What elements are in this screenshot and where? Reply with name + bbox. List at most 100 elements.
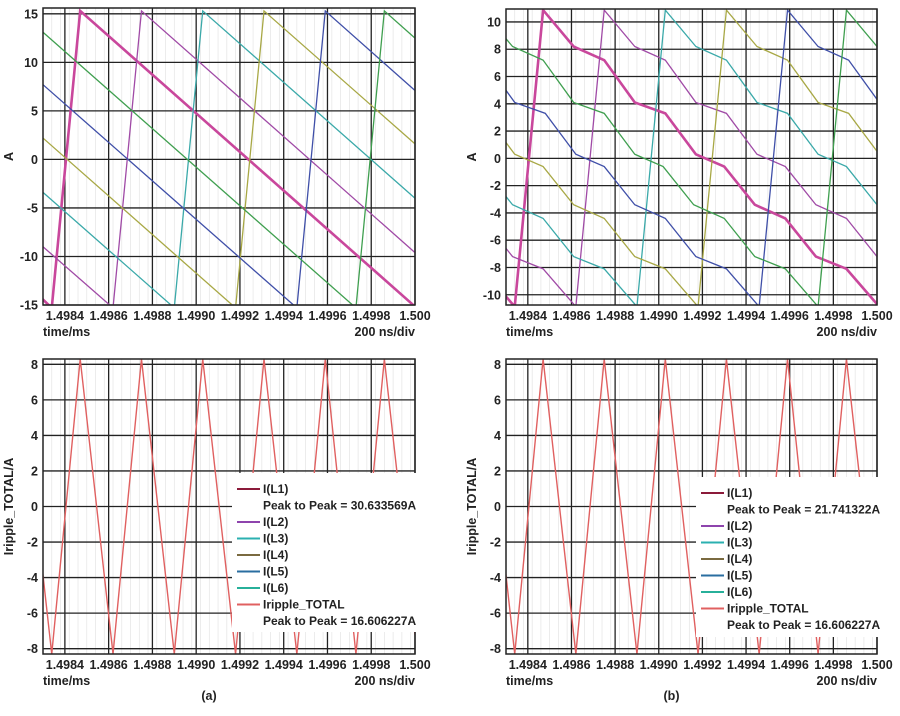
x-tick-label: 1.4992 [683, 658, 721, 672]
legend-label: I(L5) [263, 565, 288, 579]
y-tick-label: 8 [494, 358, 501, 372]
legend-label: I(L1) [263, 482, 288, 496]
y-tick-label: 2 [494, 464, 501, 478]
series-line-2 [506, 9, 877, 305]
y-tick-label: -8 [27, 642, 38, 656]
panel-caption: (b) [664, 689, 680, 703]
y-tick-label: 2 [31, 464, 38, 478]
x-tick-label: 1.4996 [308, 658, 346, 672]
series-line-3 [43, 9, 415, 305]
x-tick-label: 1.4986 [90, 309, 128, 323]
y-axis-label: Iripple_TOTAL/A [465, 458, 479, 555]
x-axis-label: time/ms [43, 674, 90, 688]
legend-label: I(L3) [727, 536, 752, 550]
x-tick-label: 1.4996 [771, 658, 809, 672]
legend-peak-to-peak: Peak to Peak = 16.606227A [263, 614, 416, 628]
y-tick-label: -4 [27, 571, 38, 585]
x-tick-label: 1.4992 [683, 309, 721, 323]
x-tick-label: 1.4998 [352, 309, 390, 323]
legend-label: I(L5) [727, 569, 752, 583]
x-tick-label: 1.4996 [308, 309, 346, 323]
x-tick-label: 1.4996 [771, 309, 809, 323]
x-scale-note: 200 ns/div [355, 325, 415, 339]
x-tick-label: 1.4994 [265, 658, 303, 672]
chart-top-left: 1.4984 1.4986 1.4988 1.4990 1.4992 1.4994 1.49… [2, 7, 431, 339]
x-tick-label: 1.4984 [46, 658, 84, 672]
x-tick-label: 1.4994 [727, 658, 765, 672]
legend-peak-to-peak: Peak to Peak = 16.606227A [727, 618, 880, 632]
x-tick-label: 1.500 [861, 309, 892, 323]
legend: I(L1) Peak to Peak = 30.633569A I(L2) I(L3)… [232, 473, 418, 632]
chart-bottom-right: 1.4984 1.4986 1.4988 1.4990 1.4992 1.4994 1.49… [465, 358, 893, 703]
y-tick-label: 4 [494, 429, 501, 443]
series-line-6 [506, 9, 877, 305]
series-line-3 [506, 9, 877, 305]
x-tick-label: 1.4992 [221, 309, 259, 323]
legend-label: I(L2) [263, 515, 288, 529]
y-tick-label: 5 [31, 104, 38, 118]
y-tick-label: -10 [483, 288, 501, 302]
x-tick-label: 1.4988 [596, 309, 634, 323]
plot-frame [505, 8, 878, 306]
y-tick-label: 6 [494, 70, 501, 84]
x-tick-label: 1.4988 [596, 658, 634, 672]
x-tick-label: 1.500 [399, 658, 430, 672]
x-tick-label: 1.4988 [133, 658, 171, 672]
legend-label: I(L4) [727, 552, 752, 566]
series-line-1 [43, 8, 415, 305]
x-tick-label: 1.4994 [727, 309, 765, 323]
y-tick-label: -10 [20, 250, 38, 264]
legend-label: Iripple_TOTAL [727, 602, 809, 616]
x-tick-label: 1.500 [861, 658, 892, 672]
y-tick-label: -4 [490, 571, 501, 585]
legend-label: I(L6) [727, 585, 752, 599]
legend-label: I(L3) [263, 532, 288, 546]
x-tick-label: 1.4986 [552, 309, 590, 323]
x-axis-label: time/ms [506, 325, 553, 339]
y-tick-label: 10 [487, 15, 501, 29]
y-tick-label: -2 [490, 179, 501, 193]
x-axis-label: time/ms [43, 325, 90, 339]
y-tick-label: 0 [31, 153, 38, 167]
y-tick-label: -6 [490, 607, 501, 621]
y-tick-label: 15 [24, 7, 38, 21]
y-tick-label: 0 [494, 500, 501, 514]
series-line-4 [506, 9, 877, 305]
y-axis-label: A [465, 152, 479, 161]
series-line-5 [43, 9, 415, 305]
series-line-6 [43, 9, 415, 305]
x-scale-note: 200 ns/div [355, 674, 415, 688]
legend-peak-to-peak: Peak to Peak = 21.741322A [727, 503, 880, 517]
legend-label: I(L4) [263, 548, 288, 562]
series-line-1 [506, 9, 877, 305]
legend-label: I(L2) [727, 519, 752, 533]
legend-box [232, 473, 418, 632]
y-tick-label: 6 [494, 393, 501, 407]
y-tick-label: 8 [494, 43, 501, 57]
chart-top-right: 1.4984 1.4986 1.4988 1.4990 1.4992 1.4994 1.49… [465, 8, 893, 339]
x-tick-label: 1.4994 [265, 309, 303, 323]
x-tick-label: 1.4990 [640, 658, 678, 672]
x-tick-label: 1.4990 [177, 309, 215, 323]
legend-box [696, 477, 880, 637]
y-tick-label: 4 [31, 429, 38, 443]
legend-label: I(L6) [263, 581, 288, 595]
x-tick-label: 1.4990 [640, 309, 678, 323]
x-tick-label: 1.4998 [814, 658, 852, 672]
y-tick-label: 6 [31, 393, 38, 407]
legend-peak-to-peak: Peak to Peak = 30.633569A [263, 499, 416, 513]
y-tick-label: -8 [490, 642, 501, 656]
plot-frame [42, 7, 416, 306]
legend: I(L1) Peak to Peak = 21.741322A I(L2) I(L3)… [696, 477, 880, 637]
panel-caption: (a) [201, 689, 216, 703]
legend-label: I(L1) [727, 486, 752, 500]
x-tick-label: 1.4990 [177, 658, 215, 672]
series-line-5 [506, 9, 877, 305]
x-tick-label: 1.4998 [814, 309, 852, 323]
x-tick-label: 1.4984 [46, 309, 84, 323]
x-tick-label: 1.4988 [133, 309, 171, 323]
y-tick-label: 2 [494, 125, 501, 139]
x-tick-label: 1.500 [399, 309, 430, 323]
y-tick-label: 4 [494, 97, 501, 111]
